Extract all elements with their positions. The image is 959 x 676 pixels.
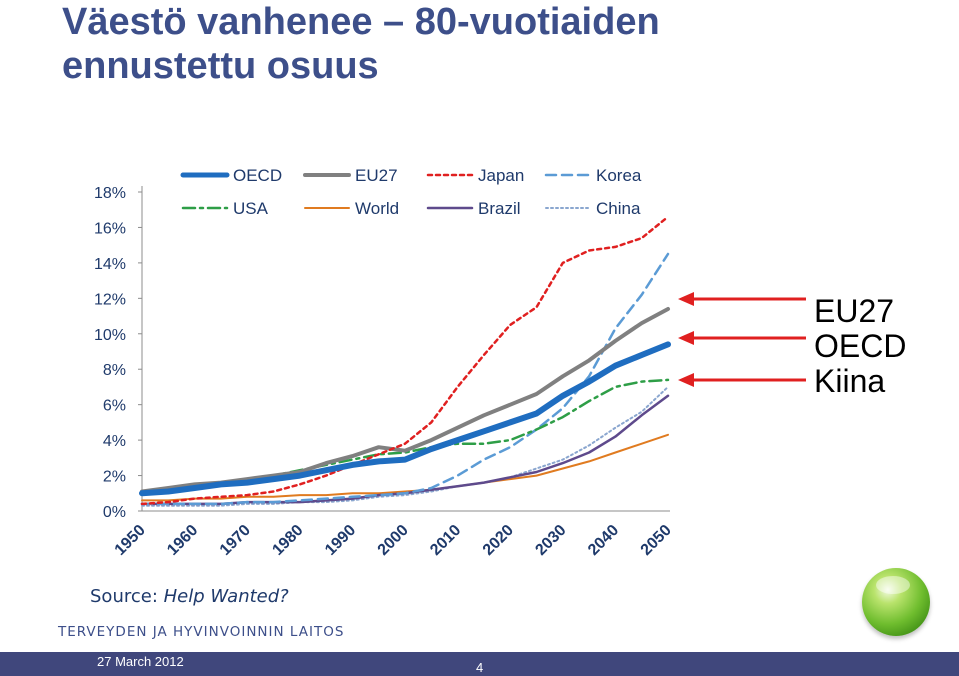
- y-tick-label: 2%: [103, 469, 126, 486]
- chart-series: [139, 215, 671, 507]
- y-tick-label: 6%: [103, 398, 126, 415]
- slide-title: Väestö vanhenee – 80-vuotiaiden ennustet…: [62, 0, 660, 88]
- page-number: 4: [476, 660, 484, 675]
- legend-label: EU27: [355, 166, 398, 185]
- x-tick-label: 1960: [164, 522, 201, 559]
- legend-label: Japan: [478, 166, 524, 185]
- chart-legend: OECD EU27 Japan Korea USA World Brazil China: [180, 166, 642, 218]
- y-tick-label: 10%: [94, 327, 126, 344]
- line-chart: OECD EU27 Japan Korea USA World Brazil China 0%…: [94, 166, 806, 559]
- y-axis-tick-labels: 0% 2% 4% 6% 8% 10% 12% 14% 16% 18%: [94, 185, 126, 521]
- source-title: Help Wanted?: [163, 586, 289, 607]
- callout-arrows: [678, 292, 806, 387]
- chart-axes: [138, 186, 670, 512]
- legend-label: Brazil: [478, 199, 521, 218]
- series-line-china: [141, 385, 669, 507]
- x-axis-tick-labels: 1950 1960 1970 1980 1990 2000 2010 2020 2030 2040…: [112, 522, 675, 559]
- callout-arrow-head: [678, 331, 694, 345]
- x-tick-label: 2010: [427, 522, 464, 559]
- callout-label-oecd: OECD: [814, 328, 907, 364]
- legend-label: USA: [233, 199, 269, 218]
- x-tick-label: 2000: [375, 522, 412, 559]
- legend-label: Korea: [596, 166, 642, 185]
- series-line-oecd: [139, 341, 671, 497]
- x-tick-label: 1970: [217, 522, 254, 559]
- callout-label-china: Kiina: [814, 363, 886, 399]
- callout-arrow-head: [678, 292, 694, 306]
- y-tick-label: 16%: [94, 220, 126, 237]
- y-tick-label: 14%: [94, 256, 126, 273]
- title-line-1: Väestö vanhenee – 80-vuotiaiden: [62, 1, 660, 43]
- x-tick-label: 2030: [532, 522, 569, 559]
- x-tick-label: 2050: [638, 522, 675, 559]
- organization-name: TERVEYDEN JA HYVINVOINNIN LAITOS: [58, 624, 345, 640]
- series-line-world: [141, 433, 669, 502]
- x-tick-label: 1980: [269, 522, 306, 559]
- y-tick-label: 0%: [103, 504, 126, 521]
- series-line-japan: [140, 215, 670, 506]
- y-tick-label: 8%: [103, 362, 126, 379]
- x-tick-label: 1990: [322, 522, 359, 559]
- y-tick-label: 4%: [103, 433, 126, 450]
- callout-labels: EU27 OECD Kiina: [814, 294, 906, 399]
- x-tick-label: 1950: [112, 522, 149, 559]
- source-note: Source: Help Wanted?: [90, 586, 289, 607]
- x-tick-label: 2040: [585, 522, 622, 559]
- footer-date: 27 March 2012: [97, 654, 184, 669]
- title-line-2: ennustettu osuus: [62, 45, 379, 87]
- legend-label: China: [596, 199, 641, 218]
- series-line-usa: [140, 378, 670, 493]
- callout-arrow-head: [678, 373, 694, 387]
- source-prefix: Source:: [90, 586, 164, 607]
- y-tick-label: 18%: [94, 185, 126, 202]
- footer-bar: [0, 652, 959, 676]
- logo-highlight: [876, 576, 910, 594]
- legend-label: World: [355, 199, 399, 218]
- x-tick-label: 2020: [480, 522, 517, 559]
- legend-label: OECD: [233, 166, 282, 185]
- y-tick-label: 12%: [94, 291, 126, 308]
- callout-label-eu27: EU27: [814, 293, 895, 329]
- organization-logo-icon: [862, 568, 930, 636]
